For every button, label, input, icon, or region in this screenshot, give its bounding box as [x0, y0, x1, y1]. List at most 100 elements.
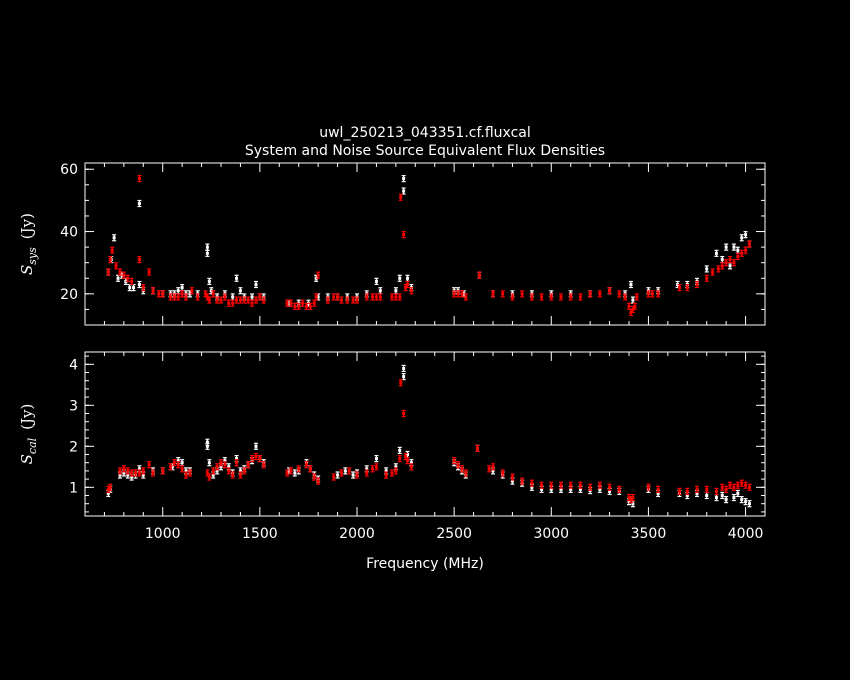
ssys-series1-point-92 — [634, 293, 639, 301]
ssys-series1-point-15 — [168, 293, 173, 301]
ssys-series1-point-62 — [397, 293, 402, 301]
scal-series1-point-15 — [180, 465, 185, 473]
x-tick-label-2: 2000 — [339, 526, 375, 542]
scal-series0-point-48 — [397, 446, 402, 454]
ssys-series1-point-74 — [500, 290, 505, 298]
scal-series1-point-72 — [578, 481, 583, 489]
ssys-series1-point-94 — [650, 290, 655, 298]
ssys-series0-point-65 — [630, 296, 635, 304]
x-tick-label-1: 1500 — [242, 526, 278, 542]
ssys-series1-point-54 — [351, 296, 356, 304]
scal-series1-point-13 — [172, 459, 177, 467]
ssys-ylabel-unit: (Jy) — [18, 213, 36, 239]
ssys-series1-point-81 — [568, 293, 573, 301]
scal-ytick-label-1: 2 — [69, 439, 78, 455]
ssys-series1-point-55 — [355, 296, 359, 304]
scal-series1-point-74 — [597, 481, 602, 489]
scal-series1-point-85 — [704, 485, 709, 493]
ssys-series1-point-14 — [160, 290, 165, 298]
scal-series1-point-82 — [677, 487, 682, 495]
ssys-series0-point-3 — [116, 274, 121, 282]
scal-series1-point-6 — [133, 469, 138, 477]
scal-series0-point-45 — [374, 455, 379, 463]
scal-series1-point-51 — [397, 455, 402, 463]
scal-series0-point-17 — [205, 442, 210, 450]
ssys-series1-point-32 — [238, 296, 243, 304]
scal-series1-point-26 — [234, 459, 239, 467]
ssys-ytick-label-0: 20 — [60, 287, 78, 303]
scal-series0-point-40 — [335, 471, 340, 479]
scal-ytick-label-2: 3 — [69, 398, 78, 414]
x-tick-label-5: 3500 — [631, 526, 667, 542]
ssys-series1-point-103 — [724, 259, 729, 267]
scal-series1-point-34 — [285, 469, 290, 477]
scal-series1-point-42 — [339, 469, 344, 477]
scal-series0-point-83 — [731, 493, 736, 502]
x-tick-label-6: 4000 — [728, 526, 764, 542]
ssys-series1-point-16 — [172, 293, 177, 301]
scal-series1-point-86 — [714, 487, 719, 495]
ssys-series1-point-79 — [549, 293, 554, 301]
ssys-series1-point-8 — [137, 174, 142, 183]
scal-series1-point-27 — [238, 471, 243, 479]
scal-series1-point-17 — [187, 469, 192, 477]
ssys-series1-point-98 — [695, 280, 699, 289]
scal-series1-point-7 — [137, 469, 142, 477]
ssys-series0-point-27 — [234, 274, 239, 282]
scal-ylabel-symbol: S — [18, 454, 36, 464]
ssys-series1-point-50 — [331, 293, 336, 301]
ssys-series0-point-79 — [743, 231, 748, 239]
ssys-series1-point-68 — [452, 290, 457, 298]
scal-series1-point-36 — [296, 465, 301, 473]
ssys-series1-point-30 — [230, 299, 235, 307]
ssys-series1-point-6 — [125, 274, 130, 282]
scal-series1-point-83 — [685, 487, 690, 495]
ssys-series1-point-67 — [409, 287, 414, 295]
scal-series1-point-91 — [735, 481, 740, 489]
scal-series1-point-4 — [125, 467, 130, 475]
scal-series0-point-82 — [724, 496, 729, 504]
ssys-series0-point-2 — [112, 234, 117, 242]
ssys-series1-point-0 — [106, 268, 111, 276]
scal-ylabel-subscript: cal — [26, 437, 39, 454]
ssys-ytick-label-1: 40 — [60, 225, 78, 241]
scal-series0-point-30 — [253, 442, 258, 450]
scal-series1-point-92 — [739, 479, 744, 487]
scal-series1-point-24 — [226, 467, 231, 475]
ssys-series1-point-36 — [253, 296, 258, 304]
ssys-series1-point-76 — [520, 290, 525, 298]
ssys-series1-point-4 — [117, 268, 122, 276]
scal-series0-point-41 — [343, 467, 348, 475]
scal-series1-point-93 — [743, 481, 748, 489]
scal-ylabel: Scal (Jy) — [18, 404, 39, 465]
scal-series1-point-58 — [456, 461, 461, 469]
ssys-series1-point-38 — [261, 296, 266, 304]
scal-series0-point-34 — [292, 469, 297, 477]
ssys-series1-point-82 — [578, 293, 583, 301]
scal-series0-point-81 — [720, 491, 725, 500]
ssys-series1-point-77 — [529, 293, 534, 301]
scal-panel-frame — [84, 351, 766, 517]
scal-series1-point-76 — [617, 485, 622, 493]
ssys-series1-point-10 — [141, 284, 146, 292]
ssys-series1-point-83 — [588, 290, 593, 298]
ssys-series1-point-69 — [456, 290, 461, 298]
scal-series1-point-29 — [246, 461, 251, 469]
scal-series1-point-28 — [242, 467, 247, 475]
x-tick-label-4: 3000 — [533, 526, 569, 542]
ssys-series0-point-49 — [401, 187, 406, 195]
ssys-series0-point-71 — [704, 265, 709, 273]
ssys-series1-point-88 — [627, 302, 631, 310]
scal-series1-point-35 — [288, 467, 293, 475]
scal-series1-point-3 — [121, 465, 126, 473]
scal-series1-point-80 — [646, 483, 651, 491]
scal-series1-point-22 — [219, 459, 223, 467]
ssys-series1-point-7 — [129, 277, 134, 285]
ssys-series1-point-63 — [398, 193, 403, 201]
ssys-series1-point-43 — [300, 299, 305, 307]
scal-series1-point-71 — [568, 481, 573, 489]
ssys-series1-point-11 — [147, 268, 152, 276]
ssys-series1-point-5 — [121, 271, 126, 279]
scal-series0-point-42 — [351, 471, 356, 479]
